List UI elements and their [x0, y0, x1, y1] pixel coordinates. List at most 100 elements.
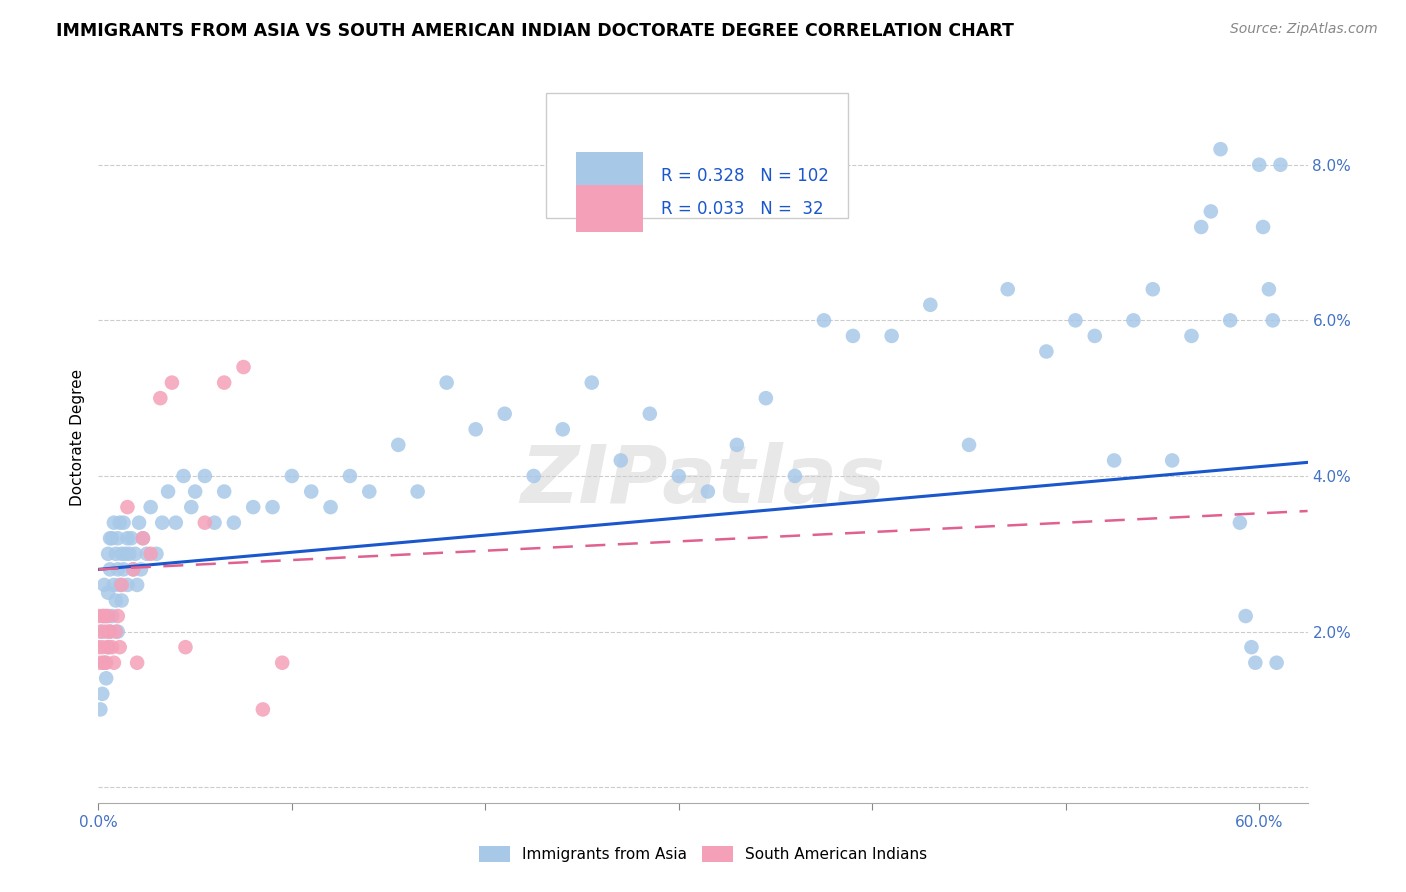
Point: [124, 547, 146, 561]
Point: [127, 656, 149, 670]
Point: [232, 359, 254, 374]
Point: [89, 656, 111, 670]
Point: [108, 516, 131, 530]
Bar: [546, 94, 848, 218]
Point: [299, 484, 322, 499]
Point: [1265, 656, 1288, 670]
Point: [112, 562, 135, 576]
Point: [194, 516, 217, 530]
Point: [157, 484, 180, 499]
Point: [103, 578, 125, 592]
Text: Source: ZipAtlas.com: Source: ZipAtlas.com: [1230, 22, 1378, 37]
Point: [118, 547, 141, 561]
Point: [997, 282, 1019, 296]
Point: [98, 624, 121, 639]
Point: [108, 578, 131, 592]
Point: [173, 469, 195, 483]
Point: [252, 702, 274, 716]
Point: [204, 516, 226, 530]
Point: [101, 640, 124, 655]
Point: [101, 531, 124, 545]
Point: [108, 640, 131, 655]
Point: [93, 656, 115, 670]
Point: [89, 624, 111, 639]
Point: [93, 578, 115, 592]
Point: [494, 407, 516, 421]
Point: [96, 671, 118, 685]
Point: [111, 547, 134, 561]
Point: [104, 593, 127, 607]
Point: [1102, 453, 1125, 467]
Point: [101, 609, 124, 624]
Point: [1240, 640, 1263, 655]
Point: [523, 469, 546, 483]
Point: [117, 531, 139, 545]
Text: R = 0.033   N =  32: R = 0.033 N = 32: [661, 200, 824, 218]
Point: [880, 329, 903, 343]
Point: [128, 516, 150, 530]
Point: [87, 640, 110, 655]
Point: [132, 531, 155, 545]
Point: [112, 516, 135, 530]
Point: [135, 547, 157, 561]
Point: [783, 469, 806, 483]
Point: [212, 376, 235, 390]
Point: [91, 640, 114, 655]
Point: [120, 531, 142, 545]
Point: [1209, 142, 1232, 156]
Point: [184, 484, 207, 499]
Point: [107, 531, 129, 545]
Point: [319, 500, 342, 515]
Point: [1180, 329, 1202, 343]
Point: [212, 484, 235, 499]
Point: [1229, 516, 1251, 530]
Point: [1161, 453, 1184, 467]
Point: [725, 438, 748, 452]
Point: [150, 516, 173, 530]
Point: [139, 547, 162, 561]
Point: [406, 484, 429, 499]
Point: [107, 562, 129, 576]
Point: [581, 376, 603, 390]
Point: [813, 313, 835, 327]
Point: [610, 453, 633, 467]
Point: [96, 609, 118, 624]
Point: [117, 578, 139, 592]
Text: IMMIGRANTS FROM ASIA VS SOUTH AMERICAN INDIAN DOCTORATE DEGREE CORRELATION CHART: IMMIGRANTS FROM ASIA VS SOUTH AMERICAN I…: [56, 22, 1014, 40]
Point: [755, 391, 778, 405]
Point: [271, 656, 294, 670]
Point: [87, 609, 110, 624]
Point: [339, 469, 361, 483]
Point: [96, 656, 118, 670]
Point: [1219, 313, 1241, 327]
Point: [464, 422, 486, 436]
Point: [145, 547, 167, 561]
Point: [97, 640, 120, 655]
Point: [111, 578, 134, 592]
Text: R = 0.328   N = 102: R = 0.328 N = 102: [661, 167, 828, 185]
Bar: [576, 152, 643, 199]
Point: [98, 624, 121, 639]
Point: [1122, 313, 1144, 327]
Point: [104, 547, 127, 561]
Point: [97, 640, 120, 655]
Point: [114, 547, 136, 561]
Point: [436, 376, 458, 390]
Point: [96, 624, 118, 639]
Point: [1251, 219, 1274, 234]
Point: [129, 562, 152, 576]
Point: [132, 531, 155, 545]
Text: ZIPatlas: ZIPatlas: [520, 442, 886, 520]
Point: [165, 516, 187, 530]
Point: [1199, 204, 1222, 219]
Point: [160, 376, 183, 390]
Point: [107, 624, 129, 639]
Point: [89, 702, 111, 716]
Point: [1270, 158, 1292, 172]
Point: [104, 624, 127, 639]
Point: [668, 469, 690, 483]
Point: [91, 624, 114, 639]
Point: [139, 500, 162, 515]
Point: [98, 531, 121, 545]
Point: [97, 547, 120, 561]
